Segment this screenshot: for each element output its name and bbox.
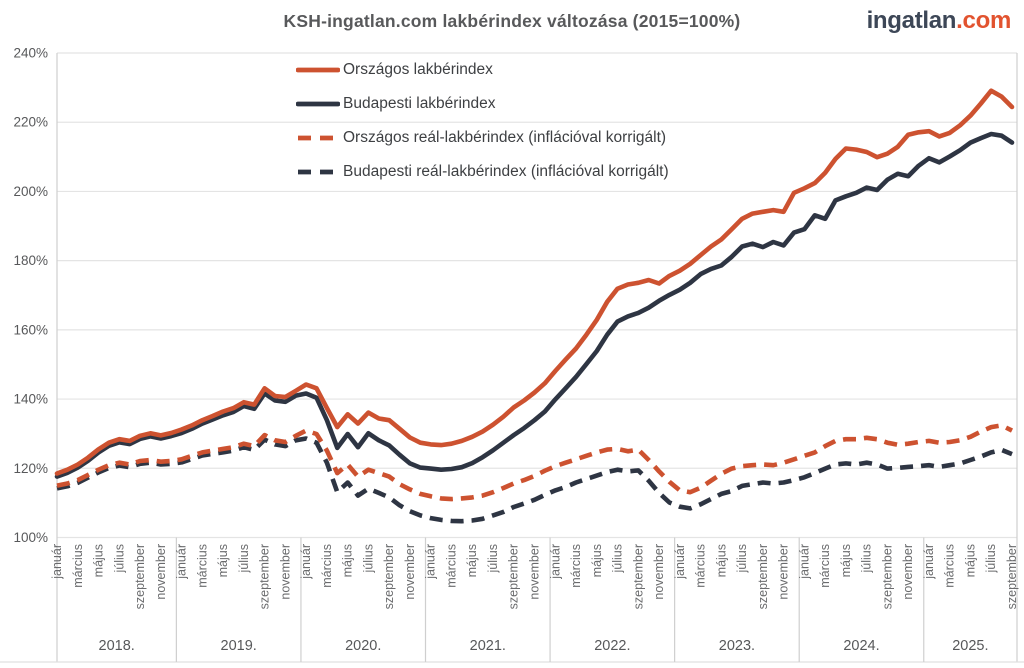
- x-tick-label: március: [444, 544, 458, 588]
- y-axis-label: 160%: [13, 322, 48, 337]
- legend-item: Országos lakbérindex: [296, 60, 669, 80]
- legend-label: Országos reál-lakbérindex (inflációval k…: [343, 129, 667, 146]
- x-tick-label: november: [154, 544, 168, 600]
- x-tick-label: szeptember: [507, 544, 521, 609]
- x-tick-label: január: [797, 544, 811, 580]
- logo-tld: .com: [956, 7, 1011, 34]
- y-axis-label: 240%: [13, 46, 48, 61]
- x-tick-label: szeptember: [133, 544, 147, 609]
- year-label: 2023.: [719, 638, 755, 654]
- x-tick-label: március: [569, 544, 583, 588]
- chart-title: KSH-ingatlan.com lakbérindex változása (…: [283, 11, 741, 31]
- x-tick-label: március: [694, 544, 708, 588]
- x-tick-label: május: [216, 544, 230, 577]
- year-label: 2020.: [345, 638, 381, 654]
- year-label: 2018.: [99, 638, 135, 654]
- y-axis-label: 220%: [13, 115, 48, 130]
- x-tick-label: március: [71, 544, 85, 588]
- legend: Országos lakbérindex Budapesti lakbérinde…: [296, 60, 669, 182]
- x-tick-label: július: [735, 544, 749, 574]
- x-tick-label: január: [922, 544, 936, 580]
- x-tick-label: január: [50, 544, 64, 580]
- year-label: 2024.: [843, 638, 879, 654]
- legend-label: Országos lakbérindex: [343, 61, 493, 78]
- dashed-line-swatch-icon: [298, 169, 338, 175]
- legend-label: Budapesti lakbérindex: [343, 95, 496, 112]
- legend-item: Budapesti lakbérindex: [296, 94, 669, 114]
- logo-name: ingatlan: [866, 7, 957, 34]
- series-line-3: [56, 423, 1014, 502]
- x-tick-label: május: [92, 544, 106, 577]
- x-tick-label: március: [943, 544, 957, 588]
- x-tick-label: július: [860, 544, 874, 574]
- solid-line-swatch-icon: [296, 67, 340, 73]
- x-tick-label: január: [548, 544, 562, 580]
- x-tick-label: július: [486, 544, 500, 574]
- x-tick-label: január: [673, 544, 687, 580]
- x-tick-label: szeptember: [382, 544, 396, 609]
- x-tick-label: január: [299, 544, 313, 580]
- year-label: 2021.: [470, 638, 506, 654]
- x-tick-label: május: [465, 544, 479, 577]
- x-tick-label: július: [112, 544, 126, 574]
- x-tick-label: november: [278, 544, 292, 600]
- x-tick-label: május: [963, 544, 977, 577]
- y-axis-label: 140%: [13, 392, 48, 407]
- x-tick-label: november: [777, 544, 791, 600]
- year-label: 2022.: [594, 638, 630, 654]
- x-tick-label: július: [361, 544, 375, 574]
- y-axis-label: 200%: [13, 184, 48, 199]
- x-tick-label: március: [195, 544, 209, 588]
- x-tick-label: március: [818, 544, 832, 588]
- x-tick-label: november: [901, 544, 915, 600]
- x-tick-label: szeptember: [1005, 544, 1019, 609]
- x-tick-label: július: [237, 544, 251, 574]
- x-tick-label: május: [714, 544, 728, 577]
- x-tick-label: július: [611, 544, 625, 574]
- x-tick-label: szeptember: [880, 544, 894, 609]
- x-tick-label: március: [320, 544, 334, 588]
- legend-item: Országos reál-lakbérindex (inflációval k…: [296, 128, 669, 148]
- series-line-4: [56, 436, 1013, 524]
- x-tick-label: november: [528, 544, 542, 600]
- x-tick-label: szeptember: [631, 544, 645, 609]
- dashed-line-swatch-icon: [298, 135, 338, 141]
- x-tick-label: január: [175, 544, 189, 580]
- x-tick-label: május: [590, 544, 604, 577]
- ingatlan-logo: ingatlan.com: [866, 7, 1012, 35]
- legend-item: Budapesti reál-lakbérindex (inflációval …: [296, 162, 669, 182]
- year-label: 2019.: [221, 638, 257, 654]
- y-axis-label: 120%: [13, 461, 48, 476]
- series-line-2: [54, 131, 1015, 479]
- y-axis-label: 100%: [13, 530, 48, 545]
- x-tick-label: szeptember: [258, 544, 272, 609]
- x-tick-label: január: [424, 544, 438, 580]
- solid-line-swatch-icon: [296, 101, 340, 107]
- y-axis-label: 180%: [13, 253, 48, 268]
- x-tick-label: november: [652, 544, 666, 600]
- x-tick-label: május: [839, 544, 853, 577]
- x-tick-label: szeptember: [756, 544, 770, 609]
- legend-label: Budapesti reál-lakbérindex (inflációval …: [343, 163, 669, 180]
- series-line-1: [54, 88, 1015, 476]
- x-tick-label: július: [984, 544, 998, 574]
- x-tick-label: november: [403, 544, 417, 600]
- x-tick-label: május: [341, 544, 355, 577]
- year-label: 2025.: [952, 638, 988, 654]
